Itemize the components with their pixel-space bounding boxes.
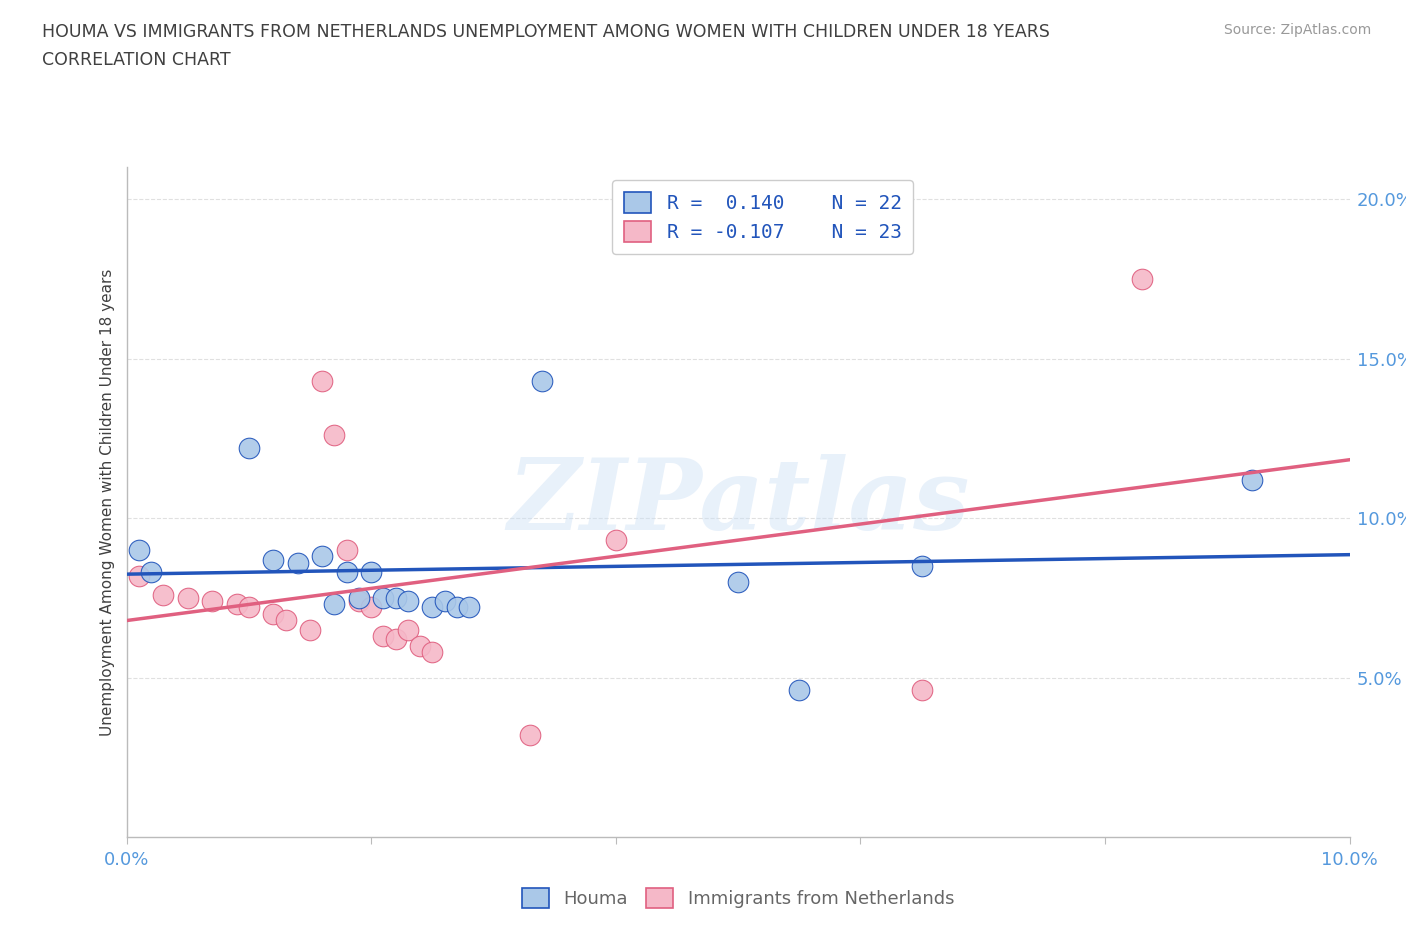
Point	[531, 374, 554, 389]
Point	[139, 565, 162, 579]
Point	[274, 613, 297, 628]
Point	[384, 591, 406, 605]
Point	[336, 565, 359, 579]
Point	[373, 629, 395, 644]
Point	[433, 593, 456, 608]
Point	[360, 565, 382, 579]
Point	[299, 622, 322, 637]
Point	[336, 542, 359, 557]
Point	[177, 591, 200, 605]
Text: ZIPatlas: ZIPatlas	[508, 454, 969, 551]
Point	[360, 600, 382, 615]
Text: Source: ZipAtlas.com: Source: ZipAtlas.com	[1223, 23, 1371, 37]
Point	[128, 568, 150, 583]
Point	[287, 555, 309, 570]
Point	[128, 542, 150, 557]
Point	[262, 606, 284, 621]
Point	[373, 591, 395, 605]
Point	[446, 600, 468, 615]
Point	[323, 428, 346, 443]
Point	[225, 597, 247, 612]
Point	[787, 683, 810, 698]
Point	[422, 644, 444, 659]
Point	[396, 593, 419, 608]
Point	[911, 683, 934, 698]
Point	[311, 549, 333, 564]
Point	[911, 559, 934, 574]
Point	[384, 631, 406, 646]
Point	[396, 622, 419, 637]
Point	[519, 727, 541, 742]
Point	[238, 600, 260, 615]
Text: HOUMA VS IMMIGRANTS FROM NETHERLANDS UNEMPLOYMENT AMONG WOMEN WITH CHILDREN UNDE: HOUMA VS IMMIGRANTS FROM NETHERLANDS UNE…	[42, 23, 1050, 41]
Point	[262, 552, 284, 567]
Point	[605, 533, 627, 548]
Text: CORRELATION CHART: CORRELATION CHART	[42, 51, 231, 69]
Legend: Houma, Immigrants from Netherlands: Houma, Immigrants from Netherlands	[515, 881, 962, 915]
Y-axis label: Unemployment Among Women with Children Under 18 years: Unemployment Among Women with Children U…	[100, 269, 115, 736]
Point	[1130, 272, 1153, 286]
Point	[311, 374, 333, 389]
Point	[409, 638, 432, 653]
Point	[1240, 472, 1263, 487]
Point	[458, 600, 481, 615]
Point	[201, 593, 224, 608]
Point	[347, 593, 370, 608]
Point	[152, 587, 174, 602]
Point	[727, 575, 749, 590]
Point	[323, 597, 346, 612]
Point	[238, 441, 260, 456]
Point	[422, 600, 444, 615]
Point	[347, 591, 370, 605]
